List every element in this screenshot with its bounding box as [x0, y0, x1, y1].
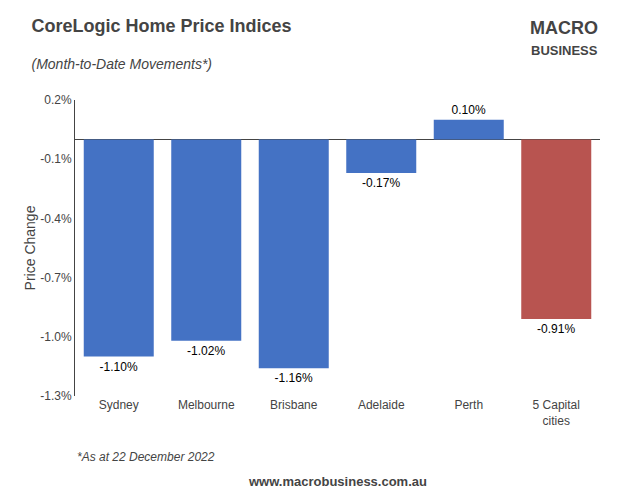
svg-text:-0.1%: -0.1%: [40, 152, 72, 166]
svg-text:Price Change: Price Change: [22, 205, 38, 290]
svg-text:*As at 22 December 2022: *As at 22 December 2022: [77, 450, 215, 464]
svg-text:Sydney: Sydney: [99, 398, 139, 412]
svg-text:0.10%: 0.10%: [452, 103, 486, 117]
svg-text:(Month-to-Date Movements*): (Month-to-Date Movements*): [32, 56, 213, 72]
svg-text:-1.16%: -1.16%: [275, 371, 313, 385]
svg-text:5 Capitalcities: 5 Capitalcities: [533, 398, 580, 428]
svg-text:-0.7%: -0.7%: [40, 271, 72, 285]
svg-text:-1.3%: -1.3%: [40, 389, 72, 403]
svg-text:www.macrobusiness.com.au: www.macrobusiness.com.au: [248, 474, 427, 489]
svg-text:0.2%: 0.2%: [44, 93, 72, 107]
svg-text:Adelaide: Adelaide: [358, 398, 405, 412]
svg-text:-0.91%: -0.91%: [537, 322, 575, 336]
svg-text:Melbourne: Melbourne: [178, 398, 235, 412]
svg-text:-1.02%: -1.02%: [187, 344, 225, 358]
svg-text:Brisbane: Brisbane: [270, 398, 318, 412]
svg-text:-0.4%: -0.4%: [40, 212, 72, 226]
svg-text:Perth: Perth: [454, 398, 483, 412]
svg-text:CoreLogic Home Price Indices: CoreLogic Home Price Indices: [32, 16, 292, 36]
svg-text:-1.10%: -1.10%: [100, 360, 138, 374]
svg-text:-1.0%: -1.0%: [40, 330, 72, 344]
svg-text:MACRO: MACRO: [530, 18, 598, 38]
svg-text:BUSINESS: BUSINESS: [531, 43, 598, 58]
svg-text:-0.17%: -0.17%: [362, 176, 400, 190]
